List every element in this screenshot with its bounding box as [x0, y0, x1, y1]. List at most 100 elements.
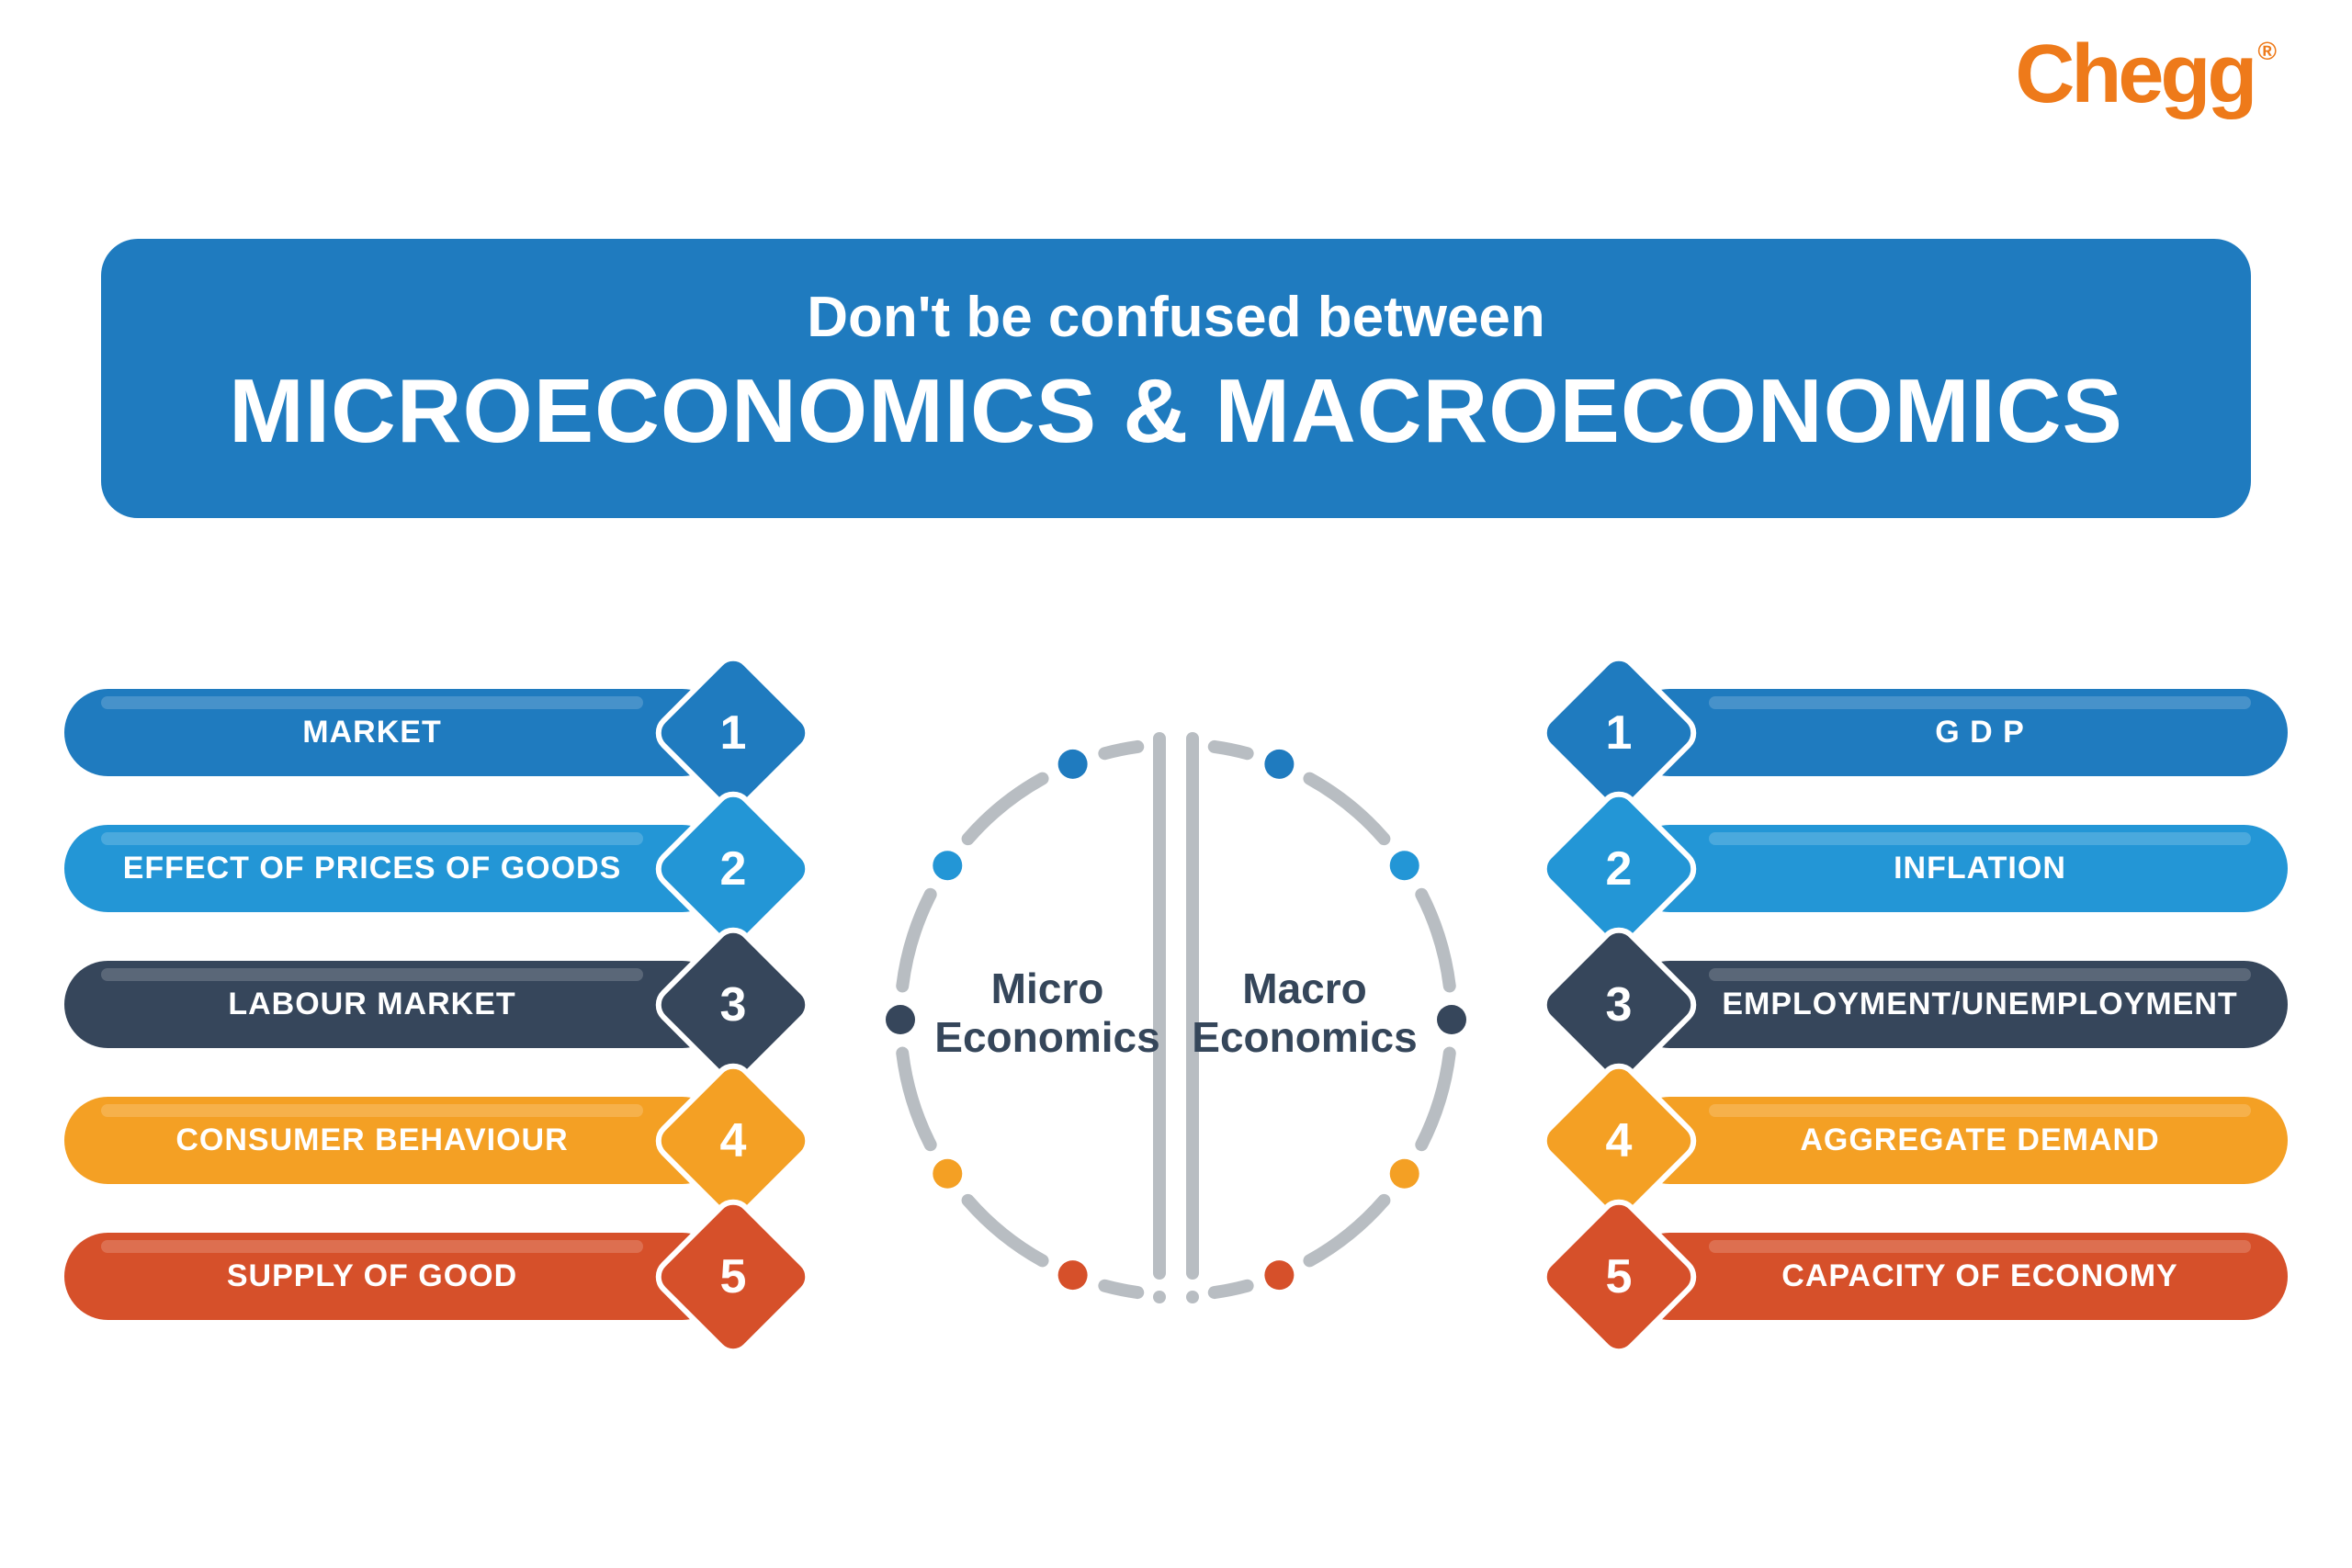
ring-dot — [1264, 1260, 1294, 1290]
list-label: INFLATION — [1894, 851, 2066, 886]
list-row: EFFECT OF PRICES OF GOODS2 — [64, 816, 790, 921]
brand-logo: Chegg® — [2015, 28, 2269, 122]
pill-shine — [1709, 1240, 2251, 1253]
ring-arc — [1309, 1201, 1384, 1261]
list-row: LABOUR MARKET3 — [64, 952, 790, 1057]
ring-arc — [1215, 1286, 1248, 1292]
list-row: CONSUMER BEHAVIOUR4 — [64, 1088, 790, 1193]
ring-dot — [1186, 1291, 1199, 1303]
center-label-macro: Macro Economics — [1185, 964, 1424, 1062]
ring-dot — [1153, 1291, 1166, 1303]
diamond-number: 1 — [1558, 672, 1679, 794]
pill-shine — [101, 1104, 643, 1117]
list-pill: CAPACITY OF ECONOMY — [1626, 1233, 2288, 1320]
center-micro-line1: Micro — [991, 964, 1104, 1012]
list-row: G D P1 — [1562, 680, 2288, 785]
center-macro-line2: Economics — [1192, 1013, 1417, 1061]
list-pill: AGGREGATE DEMAND — [1626, 1097, 2288, 1184]
number-diamond: 2 — [1558, 808, 1679, 930]
list-row: SUPPLY OF GOOD5 — [64, 1224, 790, 1329]
content-area: MARKET1EFFECT OF PRICES OF GOODS2LABOUR … — [0, 680, 2352, 1568]
number-diamond: 5 — [1558, 1216, 1679, 1337]
list-label: CONSUMER BEHAVIOUR — [175, 1122, 568, 1158]
list-label: MARKET — [302, 715, 441, 750]
ring-dot — [1058, 1260, 1088, 1290]
pill-shine — [101, 696, 643, 709]
macro-column: G D P1 INFLATION2 EMPLOYMENT/UNEMPLOYMENT3… — [1562, 680, 2288, 1359]
list-label: G D P — [1935, 715, 2025, 750]
ring-dot — [1390, 1159, 1419, 1189]
center-label-micro: Micro Economics — [928, 964, 1167, 1062]
ring-arc — [902, 895, 930, 987]
number-diamond: 2 — [673, 808, 794, 930]
title-banner: Don't be confused between MICROECONOMICS… — [101, 239, 2251, 518]
pill-shine — [1709, 968, 2251, 981]
number-diamond: 3 — [1558, 944, 1679, 1066]
diamond-number: 5 — [1558, 1216, 1679, 1337]
list-pill: INFLATION — [1626, 825, 2288, 912]
micro-column: MARKET1 EFFECT OF PRICES OF GOODS2 LABOUR … — [64, 680, 790, 1359]
list-row: MARKET1 — [64, 680, 790, 785]
ring-dot — [1058, 750, 1088, 779]
ring-arc — [1104, 1286, 1137, 1292]
list-pill: LABOUR MARKET — [64, 961, 726, 1048]
ring-dot — [933, 1159, 962, 1189]
ring-dot — [1390, 851, 1419, 880]
list-pill: CONSUMER BEHAVIOUR — [64, 1097, 726, 1184]
pill-shine — [101, 968, 643, 981]
list-pill: G D P — [1626, 689, 2288, 776]
ring-dot — [1437, 1005, 1466, 1034]
list-pill: SUPPLY OF GOOD — [64, 1233, 726, 1320]
pill-shine — [1709, 696, 2251, 709]
pill-shine — [101, 1240, 643, 1253]
number-diamond: 3 — [673, 944, 794, 1066]
title-subtitle: Don't be confused between — [138, 285, 2214, 350]
ring-arc — [1104, 747, 1137, 753]
list-row: EMPLOYMENT/UNEMPLOYMENT3 — [1562, 952, 2288, 1057]
center-macro-line1: Macro — [1242, 964, 1366, 1012]
list-label: CAPACITY OF ECONOMY — [1781, 1258, 2177, 1294]
ring-arc — [1215, 747, 1248, 753]
ring-arc — [1421, 1054, 1449, 1145]
list-label: EMPLOYMENT/UNEMPLOYMENT — [1722, 987, 2237, 1022]
ring-dot — [933, 851, 962, 880]
list-pill: EMPLOYMENT/UNEMPLOYMENT — [1626, 961, 2288, 1048]
ring-dot — [886, 1005, 915, 1034]
diamond-number: 3 — [1558, 944, 1679, 1066]
ring-arc — [968, 779, 1043, 840]
list-label: LABOUR MARKET — [228, 987, 515, 1022]
ring-dot — [1264, 750, 1294, 779]
list-row: AGGREGATE DEMAND4 — [1562, 1088, 2288, 1193]
list-row: INFLATION2 — [1562, 816, 2288, 921]
diamond-number: 3 — [673, 944, 794, 1066]
number-diamond: 4 — [1558, 1080, 1679, 1201]
number-diamond: 4 — [673, 1080, 794, 1201]
number-diamond: 1 — [1558, 672, 1679, 794]
number-diamond: 5 — [673, 1216, 794, 1337]
center-micro-line2: Economics — [934, 1013, 1159, 1061]
list-label: EFFECT OF PRICES OF GOODS — [123, 851, 622, 886]
brand-name: Chegg — [2015, 28, 2254, 120]
title-main: MICROECONOMICS & MACROECONOMICS — [138, 359, 2214, 463]
pill-shine — [1709, 832, 2251, 845]
center-diagram: Micro Economics Macro Economics — [854, 698, 1498, 1341]
pill-shine — [101, 832, 643, 845]
ring-arc — [1421, 895, 1449, 987]
diamond-number: 5 — [673, 1216, 794, 1337]
brand-registered: ® — [2257, 37, 2273, 65]
diamond-number: 1 — [673, 672, 794, 794]
list-label: AGGREGATE DEMAND — [1800, 1122, 2159, 1158]
diamond-number: 2 — [673, 808, 794, 930]
list-row: CAPACITY OF ECONOMY5 — [1562, 1224, 2288, 1329]
list-label: SUPPLY OF GOOD — [227, 1258, 517, 1294]
pill-shine — [1709, 1104, 2251, 1117]
list-pill: MARKET — [64, 689, 726, 776]
ring-arc — [1309, 779, 1384, 840]
list-pill: EFFECT OF PRICES OF GOODS — [64, 825, 726, 912]
ring-arc — [902, 1054, 930, 1145]
diamond-number: 4 — [673, 1080, 794, 1201]
number-diamond: 1 — [673, 672, 794, 794]
diamond-number: 4 — [1558, 1080, 1679, 1201]
ring-arc — [968, 1201, 1043, 1261]
diamond-number: 2 — [1558, 808, 1679, 930]
